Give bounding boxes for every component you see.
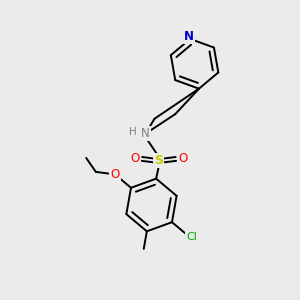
Text: Cl: Cl: [186, 232, 197, 242]
Text: N: N: [141, 127, 150, 140]
Text: O: O: [110, 168, 120, 181]
Text: O: O: [130, 152, 140, 165]
Text: S: S: [154, 154, 164, 167]
Text: H: H: [129, 127, 137, 137]
Text: N: N: [184, 30, 194, 43]
Text: O: O: [178, 152, 187, 165]
